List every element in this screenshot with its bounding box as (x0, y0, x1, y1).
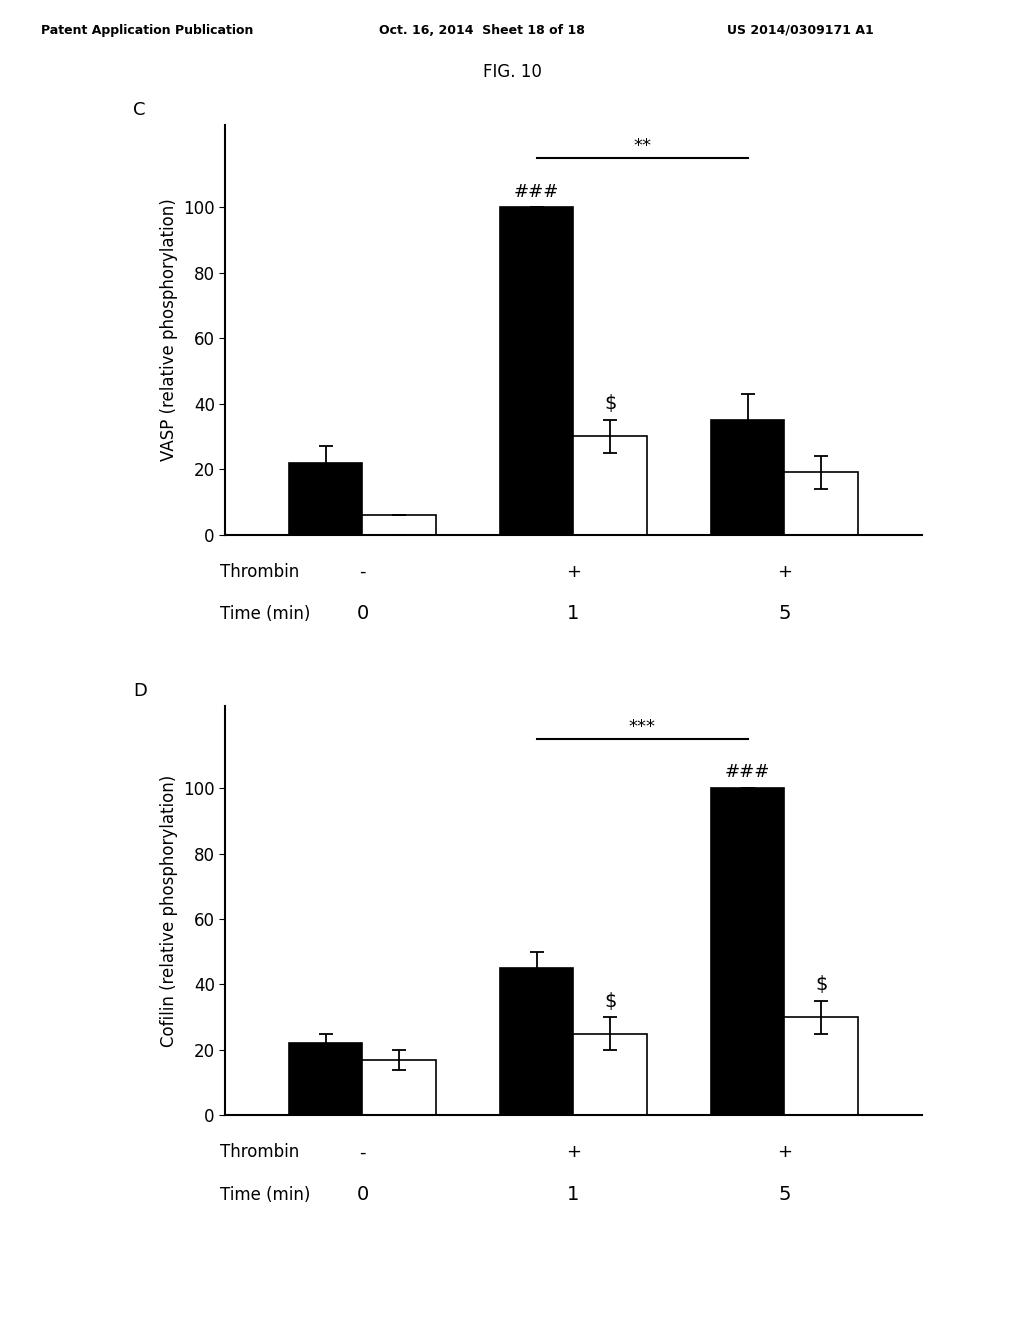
Text: Patent Application Publication: Patent Application Publication (41, 24, 253, 37)
Bar (711, 788, 784, 1115)
Text: D: D (133, 681, 147, 700)
Text: 5: 5 (778, 605, 791, 623)
Text: $: $ (815, 975, 827, 994)
Bar (573, 437, 647, 535)
Text: **: ** (633, 137, 651, 154)
Text: $: $ (604, 395, 616, 413)
Text: C: C (133, 100, 145, 119)
Text: -: - (359, 562, 366, 581)
Text: +: + (777, 1143, 792, 1162)
Bar (500, 207, 573, 535)
Text: FIG. 10: FIG. 10 (482, 63, 542, 82)
Text: +: + (566, 1143, 581, 1162)
Text: US 2014/0309171 A1: US 2014/0309171 A1 (727, 24, 873, 37)
Text: Time (min): Time (min) (220, 605, 310, 623)
Text: 1: 1 (567, 605, 580, 623)
Text: 1: 1 (567, 1185, 580, 1204)
Text: +: + (566, 562, 581, 581)
Bar (289, 462, 362, 535)
Bar (289, 1043, 362, 1115)
Text: Thrombin: Thrombin (220, 562, 299, 581)
Text: ###: ### (725, 763, 770, 781)
Text: -: - (359, 1143, 366, 1162)
Bar (784, 1018, 858, 1115)
Bar (784, 473, 858, 535)
Y-axis label: Cofilin (relative phosphorylation): Cofilin (relative phosphorylation) (160, 775, 178, 1047)
Text: 0: 0 (356, 1185, 369, 1204)
Text: Oct. 16, 2014  Sheet 18 of 18: Oct. 16, 2014 Sheet 18 of 18 (379, 24, 585, 37)
Bar (500, 968, 573, 1115)
Text: Time (min): Time (min) (220, 1185, 310, 1204)
Text: 0: 0 (356, 605, 369, 623)
Text: ###: ### (514, 182, 559, 201)
Text: Thrombin: Thrombin (220, 1143, 299, 1162)
Bar (362, 1060, 436, 1115)
Bar (362, 515, 436, 535)
Text: 5: 5 (778, 1185, 791, 1204)
Y-axis label: VASP (relative phosphorylation): VASP (relative phosphorylation) (160, 198, 178, 462)
Bar (573, 1034, 647, 1115)
Text: $: $ (604, 991, 616, 1011)
Bar (711, 420, 784, 535)
Text: ***: *** (629, 718, 655, 735)
Text: +: + (777, 562, 792, 581)
